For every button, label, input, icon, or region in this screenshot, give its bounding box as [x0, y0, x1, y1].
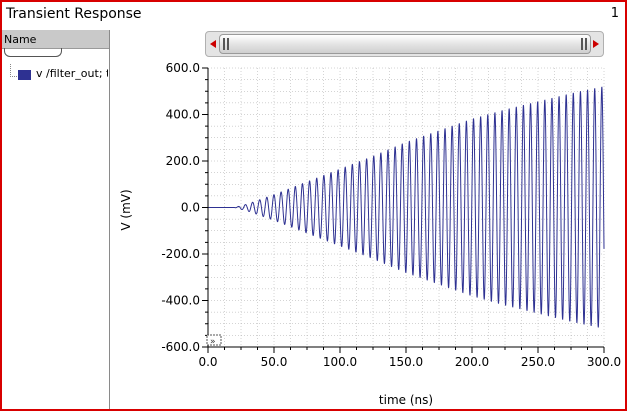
x-tick-label: 250.0 [521, 355, 555, 369]
y-tick-label: 200.0 [166, 154, 200, 168]
x-tick-label: 0.0 [198, 355, 217, 369]
window-title: Transient Response [6, 6, 142, 22]
thumb-left-grip[interactable] [223, 38, 229, 50]
name-column-header[interactable]: Name [2, 30, 109, 49]
tree-root-node[interactable] [4, 48, 62, 57]
x-tick-label: 200.0 [455, 355, 489, 369]
x-tick-label: 300.0 [587, 355, 621, 369]
thumb-right-grip[interactable] [581, 38, 587, 50]
series-line [208, 86, 605, 328]
zoom-fit-glyph: » [210, 337, 216, 347]
x-axis-label: time (ns) [379, 393, 433, 407]
signal-label[interactable]: v /filter_out; t [36, 67, 108, 80]
axes [202, 67, 605, 353]
x-tick-label: 150.0 [389, 355, 423, 369]
y-tick-label: -200.0 [161, 247, 200, 261]
y-tick-label: 600.0 [166, 61, 200, 75]
page-number: 1 [610, 6, 619, 21]
y-tick-label: 400.0 [166, 108, 200, 122]
y-tick-label: 0.0 [181, 201, 200, 215]
zoom-fit-icon[interactable] [206, 334, 222, 346]
y-tick-label: -400.0 [161, 294, 200, 308]
scroll-right-arrow-icon[interactable] [590, 35, 602, 53]
y-tick-label: -600.0 [161, 340, 200, 354]
signal-color-swatch[interactable] [18, 70, 31, 80]
tree-connector [10, 64, 17, 77]
signal-list-panel: Name v /filter_out; t [2, 30, 110, 409]
x-tick-label: 50.0 [261, 355, 288, 369]
scrollbar-thumb[interactable] [219, 34, 591, 54]
x-tick-label: 100.0 [323, 355, 357, 369]
scroll-left-arrow-icon[interactable] [207, 35, 219, 53]
trace [208, 86, 605, 328]
y-axis-label: V (mV) [119, 189, 133, 230]
horizontal-scrollbar[interactable] [205, 31, 604, 57]
